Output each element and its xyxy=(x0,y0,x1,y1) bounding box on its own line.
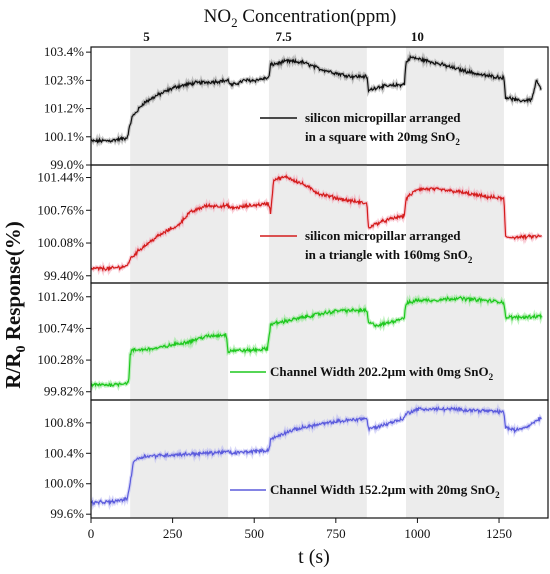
y-tick-label: 101.20% xyxy=(37,289,84,304)
legend-text: silicon micropillar arranged xyxy=(305,110,461,125)
y-tick-label: 101.44% xyxy=(37,170,84,185)
legend-text: in a triangle with 160mg SnO2 xyxy=(305,247,473,265)
legend-text: Channel Width 202.2μm with 0mg SnO2 xyxy=(270,364,494,382)
panel-frame xyxy=(90,399,549,519)
panel-3: 99.82% 100.28% 100.74% 101.20% Channel Width… xyxy=(37,282,549,401)
shaded-interval-3 xyxy=(406,400,504,518)
x-axis-title: t (s) xyxy=(298,546,330,568)
legend: silicon micropillar arranged in a square … xyxy=(260,110,461,147)
series-line xyxy=(91,405,542,507)
concentration-label: 7.5 xyxy=(275,29,292,44)
x-tick-label: 500 xyxy=(244,526,264,541)
panels: 99.0% 100.1% 101.2% 102.3% 103.4% silicon mic… xyxy=(37,44,549,521)
panel-2: 99.40% 100.08% 100.76% 101.44% silicon micro… xyxy=(37,164,549,284)
y-tick-label: 100.0% xyxy=(44,476,84,491)
shaded-interval-2 xyxy=(268,47,367,165)
y-tick-label: 100.4% xyxy=(44,445,84,460)
chart-top-title-rest: Concentration(ppm) xyxy=(238,6,397,27)
concentration-label: 10 xyxy=(411,29,424,44)
series-line xyxy=(91,295,543,388)
chart-top-title: NO2 Concentration(ppm) xyxy=(204,6,397,30)
y-axis-title-sub: 0 xyxy=(14,346,29,353)
y-tick-label: 100.8% xyxy=(44,415,84,430)
y-tick-label: 102.3% xyxy=(44,72,84,87)
panel-4: 99.6% 100.0% 100.4% 100.8% Channel Width 152… xyxy=(44,399,549,521)
y-tick-label: 99.40% xyxy=(44,268,84,283)
y-tick-label: 99.82% xyxy=(44,384,84,399)
legend-text: silicon micropillar arranged xyxy=(305,228,461,243)
legend-text: Channel Width 152.2μm with 20mg SnO2 xyxy=(270,482,500,500)
shaded-interval-1 xyxy=(130,283,229,400)
y-tick-label: 103.4% xyxy=(44,44,84,59)
y-axis-title-b: Response(%) xyxy=(1,221,25,345)
legend: silicon micropillar arranged in a triangl… xyxy=(260,228,473,265)
x-tick-label: 250 xyxy=(163,526,183,541)
y-tick-label: 100.74% xyxy=(37,320,84,335)
y-tick-label: 101.2% xyxy=(44,101,84,116)
x-ticks: 0 250 500 750 1000 1250 xyxy=(88,518,512,541)
legend: Channel Width 152.2μm with 20mg SnO2 xyxy=(230,482,500,500)
shaded-interval-3 xyxy=(406,165,504,283)
x-tick-label: 0 xyxy=(88,526,95,541)
x-tick-label: 1000 xyxy=(404,526,430,541)
x-tick-label: 750 xyxy=(326,526,346,541)
y-tick-label: 100.08% xyxy=(37,235,84,250)
y-tick-label: 99.0% xyxy=(50,157,84,172)
y-tick-label: 100.76% xyxy=(37,202,84,217)
y-axis-title: R/R0 Response(%) xyxy=(1,221,29,388)
x-tick-label: 1250 xyxy=(486,526,512,541)
legend-text: in a square with 20mg SnO2 xyxy=(305,129,460,147)
series-line xyxy=(91,173,542,273)
y-axis-title-a: R/R xyxy=(1,352,25,389)
concentration-labels: 5 7.5 10 xyxy=(143,29,424,44)
panel-1: 99.0% 100.1% 101.2% 102.3% 103.4% silicon mic… xyxy=(44,44,549,172)
concentration-label: 5 xyxy=(143,29,150,44)
chart-top-title-sub: 2 xyxy=(231,15,238,30)
y-tick-label: 100.28% xyxy=(37,352,84,367)
shaded-interval-2 xyxy=(268,283,367,400)
shaded-interval-2 xyxy=(268,165,367,283)
y-tick-label: 99.6% xyxy=(50,506,84,521)
chart-top-title-main: NO xyxy=(204,6,231,27)
series-line xyxy=(91,54,542,145)
y-tick-label: 100.1% xyxy=(44,129,84,144)
legend: Channel Width 202.2μm with 0mg SnO2 xyxy=(230,364,494,382)
